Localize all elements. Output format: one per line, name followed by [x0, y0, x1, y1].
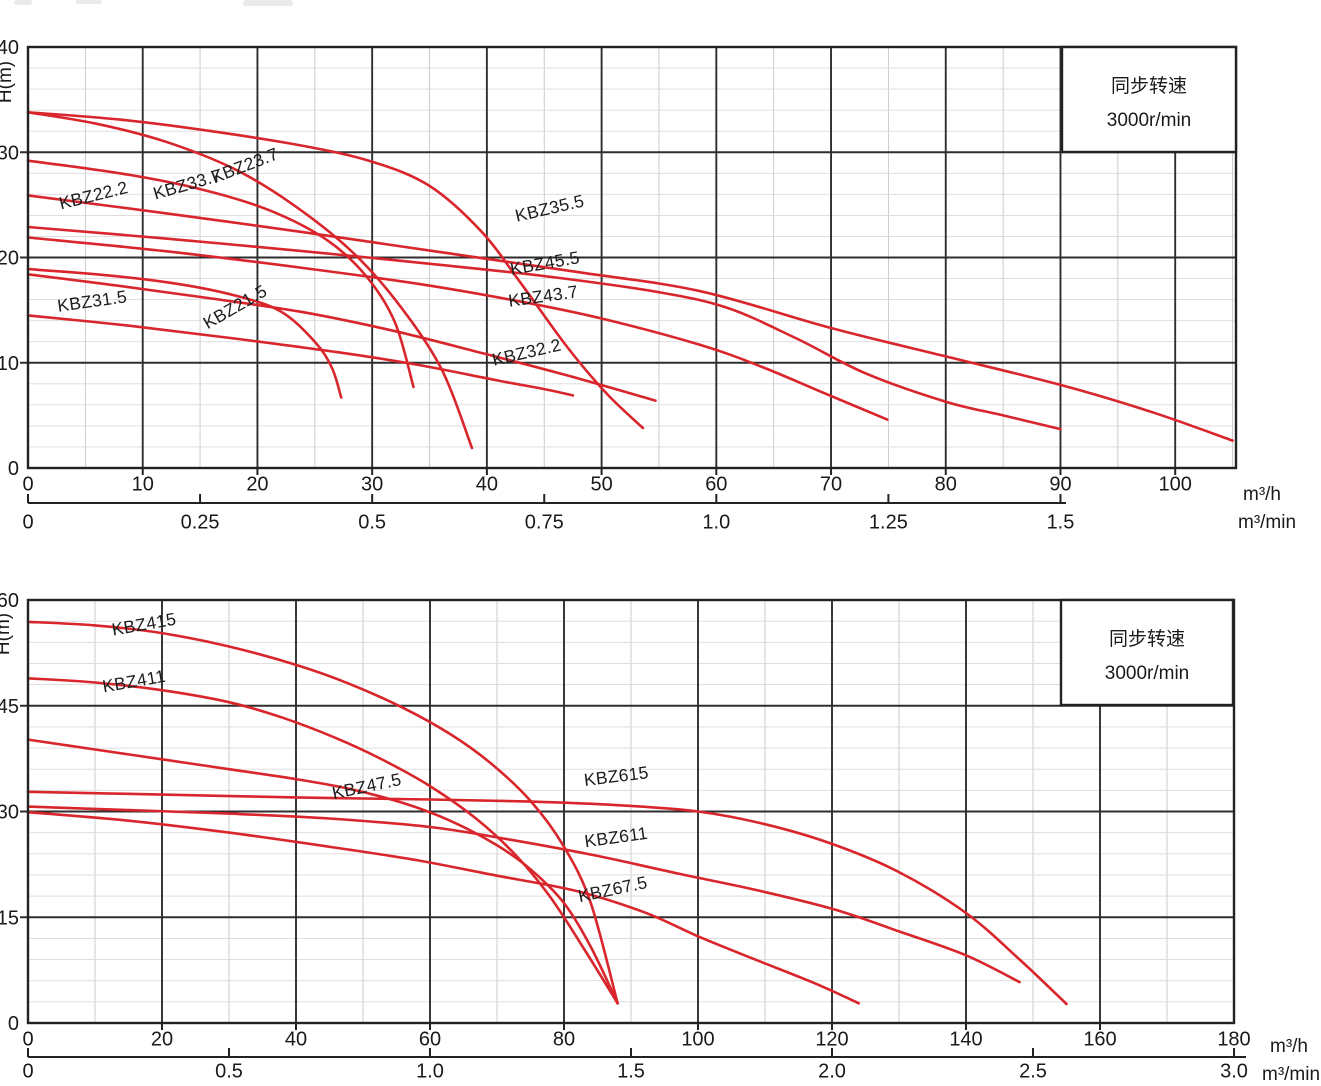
y-tick-label: 15 — [0, 907, 19, 929]
legend-speed-label: 同步转速 — [1109, 628, 1185, 650]
plot-border — [26, 45, 1238, 470]
y-tick-label: 20 — [0, 248, 19, 270]
unit-label-m3min: m³/min — [1238, 512, 1296, 533]
curve-KBZ22.2 — [26, 159, 415, 389]
x-tick-label: 100 — [1159, 474, 1192, 496]
unit-label-m3h: m³/h — [1270, 1036, 1308, 1057]
x-tick-label: 70 — [820, 474, 842, 496]
secondary-tick-label: 1.25 — [869, 512, 908, 534]
y-tick-label: 0 — [8, 458, 19, 480]
secondary-tick-label: 0.25 — [181, 512, 220, 534]
secondary-tick-label: 3.0 — [1220, 1061, 1248, 1083]
curve-KBZ47.5 — [26, 738, 619, 1005]
secondary-tick-label: 1.0 — [416, 1061, 444, 1083]
unit-label-m3min: m³/min — [1262, 1064, 1320, 1085]
curve-KBZ43.7 — [26, 236, 889, 421]
scan-artifact — [76, 0, 102, 4]
curve-label-KBZ611: KBZ611 — [583, 823, 649, 852]
scan-artifact — [243, 0, 293, 6]
y-tick-label: 0 — [8, 1013, 19, 1035]
curve-KBZ32.2 — [26, 273, 657, 402]
x-tick-label: 90 — [1049, 474, 1071, 496]
x-tick-label: 0 — [22, 474, 33, 496]
y-tick-label: 60 — [0, 590, 19, 612]
curve-KBZ33.7 — [26, 111, 645, 430]
x-tick-label: 40 — [285, 1029, 307, 1051]
curve-label-KBZ31.5: KBZ31.5 — [56, 286, 128, 316]
secondary-tick-label: 2.5 — [1019, 1061, 1047, 1083]
legend-box — [1059, 598, 1235, 707]
y-axis-title: H(m) — [0, 61, 16, 103]
x-tick-label: 30 — [361, 474, 383, 496]
secondary-tick-label: 1.0 — [702, 512, 730, 534]
x-tick-label: 40 — [476, 474, 498, 496]
y-tick-label: 45 — [0, 696, 19, 718]
secondary-tick-label: 0 — [22, 1061, 33, 1083]
curve-KBZ45.5 — [26, 225, 1062, 431]
x-tick-label: 60 — [419, 1029, 441, 1051]
x-tick-label: 10 — [132, 474, 154, 496]
plot-border — [26, 598, 1236, 1025]
secondary-tick-label: 0.5 — [215, 1061, 243, 1083]
curve-KBZ411 — [26, 677, 619, 1005]
legend-speed-value: 3000r/min — [1107, 110, 1192, 131]
y-tick-label: 10 — [0, 353, 19, 375]
curve-label-KBZ411: KBZ411 — [101, 666, 167, 697]
curve-label-KBZ45.5: KBZ45.5 — [509, 247, 582, 279]
y-tick-label: 30 — [0, 142, 19, 164]
unit-label-m3h: m³/h — [1243, 484, 1281, 505]
x-tick-label: 80 — [935, 474, 957, 496]
secondary-tick-label: 0.75 — [525, 512, 564, 534]
x-tick-label: 140 — [949, 1029, 982, 1051]
curve-label-KBZ615: KBZ615 — [583, 762, 650, 790]
secondary-tick-label: 2.0 — [818, 1061, 846, 1083]
x-tick-label: 0 — [22, 1029, 33, 1051]
y-tick-label: 30 — [0, 802, 19, 824]
x-tick-label: 80 — [553, 1029, 575, 1051]
curve-KBZ23.7 — [26, 111, 474, 450]
x-tick-label: 180 — [1217, 1029, 1250, 1051]
x-tick-label: 160 — [1083, 1029, 1116, 1051]
secondary-tick-label: 1.5 — [1047, 512, 1075, 534]
x-tick-label: 100 — [681, 1029, 714, 1051]
curve-label-KBZ35.5: KBZ35.5 — [513, 191, 586, 226]
curve-KBZ611 — [26, 805, 1021, 984]
curve-KBZ35.5 — [26, 194, 1234, 442]
x-tick-label: 50 — [590, 474, 612, 496]
secondary-tick-label: 0.5 — [358, 512, 386, 534]
y-axis-title: H(m) — [0, 613, 14, 655]
y-tick-label: 40 — [0, 37, 19, 59]
x-tick-label: 20 — [246, 474, 268, 496]
scan-artifact — [14, 0, 32, 5]
legend-speed-value: 3000r/min — [1105, 663, 1190, 684]
curve-KBZ415 — [26, 620, 619, 1005]
curve-label-KBZ33.7: KBZ33.7 — [151, 165, 224, 204]
x-tick-label: 60 — [705, 474, 727, 496]
x-tick-label: 120 — [815, 1029, 848, 1051]
curve-KBZ31.5 — [26, 314, 575, 397]
curve-KBZ21.5 — [26, 267, 343, 399]
legend-speed-label: 同步转速 — [1111, 75, 1187, 97]
secondary-tick-label: 0 — [22, 512, 33, 534]
legend-box — [1060, 45, 1238, 154]
x-tick-label: 20 — [151, 1029, 173, 1051]
curve-KBZ615 — [26, 790, 1068, 1006]
curve-KBZ67.5 — [26, 810, 861, 1005]
secondary-tick-label: 1.5 — [617, 1061, 645, 1083]
